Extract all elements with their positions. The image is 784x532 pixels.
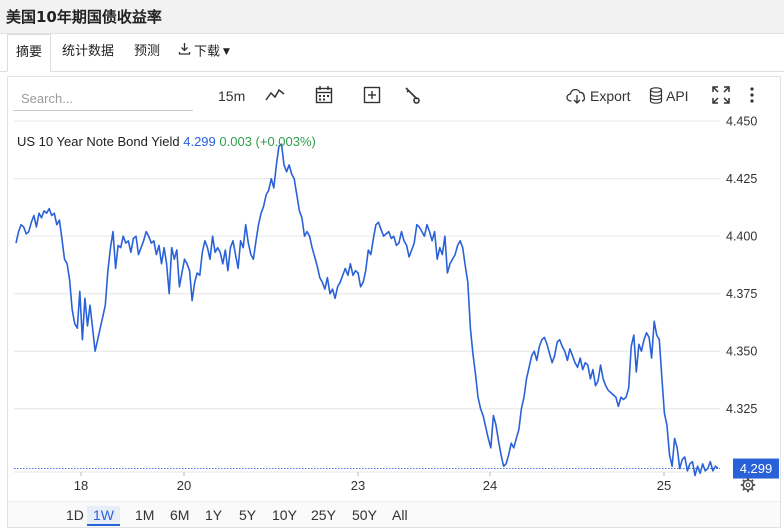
database-icon <box>649 86 663 106</box>
x-tick-label: 20 <box>177 478 191 493</box>
range-button-50y[interactable]: 50Y <box>352 507 377 523</box>
cloud-download-icon <box>566 86 588 106</box>
x-tick-label: 18 <box>74 478 88 493</box>
tab-forecast[interactable]: 预测 <box>134 34 160 71</box>
tab-label: 预测 <box>134 44 161 59</box>
api-label: API <box>666 88 689 104</box>
x-tick-label: 24 <box>483 478 497 493</box>
y-tick-label: 4.400 <box>726 230 757 244</box>
range-button-1d[interactable]: 1D <box>66 507 84 523</box>
y-tick-label: 4.350 <box>726 345 757 359</box>
range-button-5y[interactable]: 5Y <box>239 507 257 523</box>
export-label: Export <box>590 88 631 104</box>
range-button-all[interactable]: All <box>392 507 408 523</box>
range-button-1m[interactable]: 1M <box>135 507 155 523</box>
expand-icon[interactable] <box>711 85 731 107</box>
range-button-25y[interactable]: 25Y <box>311 507 336 523</box>
range-button-6m[interactable]: 6M <box>170 507 190 523</box>
calendar-icon[interactable] <box>315 85 333 107</box>
download-icon <box>178 34 191 70</box>
wrench-icon[interactable] <box>403 85 421 107</box>
y-tick-label: 4.450 <box>726 115 757 129</box>
range-button-1y[interactable]: 1Y <box>205 507 223 523</box>
y-tick-label: 4.325 <box>726 402 757 416</box>
quote-change-pct: (+0.003%) <box>252 134 316 149</box>
tab-label: 摘要 <box>16 45 43 60</box>
x-tick-label: 25 <box>657 478 671 493</box>
page-title: 美国10年期国债收益率 <box>6 8 162 26</box>
y-tick-label: 4.425 <box>726 172 757 186</box>
series-line-yield <box>15 143 719 477</box>
tab-bar: 摘要 统计数据 预测 下载 ▼ <box>0 34 784 72</box>
y-tick-label: 4.375 <box>726 287 757 301</box>
search-input[interactable] <box>13 87 193 111</box>
quote-change: 0.003 <box>216 134 252 149</box>
last-price-badge <box>733 458 779 479</box>
range-selector: 1D 1W 1M 6M 1Y 5Y 10Y 25Y 50Y All <box>8 501 780 527</box>
line-chart-icon[interactable] <box>265 85 285 107</box>
quote-price: 4.299 <box>180 134 216 149</box>
chart-toolbar: 15m Export API <box>8 77 780 115</box>
tab-statistics[interactable]: 统计数据 <box>62 34 114 71</box>
x-tick-label: 23 <box>351 478 365 493</box>
interval-selector[interactable]: 15m <box>218 88 246 104</box>
gear-icon[interactable] <box>740 477 756 493</box>
page-header: 美国10年期国债收益率 <box>0 0 784 34</box>
range-button-10y[interactable]: 10Y <box>272 507 297 523</box>
tab-label: 下载 <box>194 44 221 60</box>
tab-download[interactable]: 下载 ▼ <box>178 34 230 71</box>
quote-name: US 10 Year Note Bond Yield <box>17 134 180 149</box>
tab-label: 统计数据 <box>62 44 115 59</box>
tab-summary[interactable]: 摘要 <box>7 34 52 72</box>
range-button-1w[interactable]: 1W <box>87 506 120 526</box>
price-chart[interactable]: 4.325 4.350 4.375 4.400 4.425 4.450 18 20 23 24 25… <box>8 77 780 501</box>
last-price-label: 4.299 <box>740 461 773 476</box>
caret-down-icon: ▼ <box>223 47 230 57</box>
quote-legend: US 10 Year Note Bond Yield 4.299 0.003 (… <box>17 134 316 149</box>
chart-panel: 4.325 4.350 4.375 4.400 4.425 4.450 18 20 23 24 25… <box>7 76 781 528</box>
plus-square-icon[interactable] <box>363 85 381 107</box>
more-vertical-icon[interactable] <box>748 85 756 107</box>
